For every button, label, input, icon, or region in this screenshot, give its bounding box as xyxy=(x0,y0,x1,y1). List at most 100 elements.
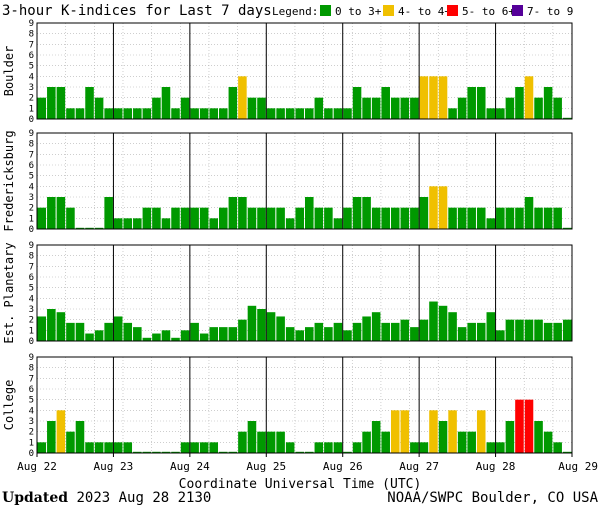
k-index-bar xyxy=(457,97,467,119)
y-tick-label: 8 xyxy=(29,140,34,150)
k-index-bar xyxy=(486,442,496,453)
updated-stamp: Updated 2023 Aug 28 2130 xyxy=(2,490,211,506)
k-index-bar xyxy=(457,207,467,229)
y-tick-label: 8 xyxy=(29,364,34,374)
k-index-bar xyxy=(266,431,276,453)
k-index-bar xyxy=(371,207,381,229)
k-index-bar xyxy=(104,197,113,229)
k-index-bar xyxy=(324,442,333,453)
k-index-bar xyxy=(362,97,371,119)
k-index-bar xyxy=(180,97,190,119)
k-index-bar xyxy=(553,322,562,341)
y-tick-label: 5 xyxy=(29,172,34,182)
k-index-bar xyxy=(161,451,171,453)
k-index-bar xyxy=(410,442,419,453)
k-index-bar xyxy=(219,451,228,453)
legend-swatch xyxy=(383,5,394,16)
k-index-bar xyxy=(180,442,190,453)
y-tick-label: 7 xyxy=(29,374,34,384)
k-index-bar xyxy=(524,76,534,119)
y-tick-label: 5 xyxy=(29,396,34,406)
legend-item-label: 0 to 3+ xyxy=(335,5,382,18)
k-index-bar xyxy=(37,97,47,119)
k-index-bar xyxy=(171,207,180,229)
k-index-bar xyxy=(66,108,75,119)
y-tick-label: 5 xyxy=(29,284,34,294)
k-index-bar xyxy=(543,87,553,119)
k-index-bar xyxy=(324,207,333,229)
k-index-bar xyxy=(161,218,171,229)
k-index-bar xyxy=(295,108,304,119)
k-index-bar xyxy=(486,108,496,119)
k-index-bar xyxy=(343,207,352,229)
k-index-bar xyxy=(400,97,410,119)
k-index-bar xyxy=(553,207,562,229)
k-index-bar xyxy=(419,76,429,119)
k-index-bar xyxy=(85,333,94,341)
k-index-bar xyxy=(75,421,85,453)
k-index-bar xyxy=(467,207,476,229)
k-index-bar xyxy=(448,207,457,229)
k-index-bar xyxy=(104,322,113,341)
y-tick-label: 1 xyxy=(29,104,34,114)
x-axis-label: Coordinate Universal Time (UTC) xyxy=(179,477,422,490)
chart-title: 3-hour K-indices for Last 7 days xyxy=(2,3,272,19)
k-index-bar xyxy=(238,76,247,119)
y-tick-label: 3 xyxy=(29,83,34,93)
y-tick-label: 3 xyxy=(29,417,34,427)
k-index-bar xyxy=(180,207,190,229)
y-tick-label: 6 xyxy=(29,385,34,395)
k-index-bar xyxy=(190,442,199,453)
k-index-bar xyxy=(47,421,56,453)
updated-time: 2023 Aug 28 2130 xyxy=(76,490,212,506)
k-index-bar xyxy=(553,97,562,119)
k-index-bar xyxy=(352,442,362,453)
k-index-bar xyxy=(199,333,209,341)
k-index-bar xyxy=(476,87,486,119)
legend-item-label: 4- to 4+ xyxy=(398,5,451,18)
k-index-bar xyxy=(133,218,142,229)
k-index-bar xyxy=(410,327,419,341)
panels: 0123456789Boulder0123456789Fredericksbur… xyxy=(2,19,573,459)
k-index-bar xyxy=(390,322,400,341)
k-index-bar xyxy=(276,316,285,341)
k-index-bar xyxy=(219,207,228,229)
k-index-bar xyxy=(171,108,180,119)
k-index-bar xyxy=(113,108,123,119)
y-tick-label: 4 xyxy=(29,182,34,192)
k-index-bar xyxy=(343,330,352,341)
k-index-bar xyxy=(496,207,505,229)
k-index-bar xyxy=(285,327,295,341)
y-tick-label: 8 xyxy=(29,252,34,262)
k-index-bar xyxy=(295,451,304,453)
k-index-bar xyxy=(123,442,133,453)
k-index-bar xyxy=(238,431,247,453)
panel-frame xyxy=(36,132,573,230)
k-index-bar xyxy=(295,207,304,229)
x-tick-label: Aug 28 xyxy=(476,460,516,473)
k-index-bar xyxy=(505,421,515,453)
k-index-bar xyxy=(142,337,152,341)
x-tick-label: Aug 26 xyxy=(323,460,363,473)
k-index-bar xyxy=(381,431,390,453)
k-index-bar xyxy=(448,312,457,341)
k-index-bar xyxy=(85,227,94,229)
y-tick-label: 8 xyxy=(29,30,34,40)
k-index-bar xyxy=(381,207,390,229)
x-tick-label: Aug 25 xyxy=(246,460,286,473)
k-index-bar xyxy=(66,431,75,453)
k-index-bar xyxy=(209,327,219,341)
k-index-bar xyxy=(515,87,524,119)
k-index-bar xyxy=(142,108,152,119)
k-index-bar xyxy=(94,97,104,119)
k-index-bar xyxy=(496,330,505,341)
k-index-bar xyxy=(85,442,94,453)
k-index-bar xyxy=(247,207,257,229)
panel-label: Est. Planetary xyxy=(2,242,16,343)
k-index-bar xyxy=(562,117,572,119)
k-index-bar xyxy=(171,451,180,453)
k-index-bar xyxy=(333,322,343,341)
k-index-bar xyxy=(438,421,448,453)
